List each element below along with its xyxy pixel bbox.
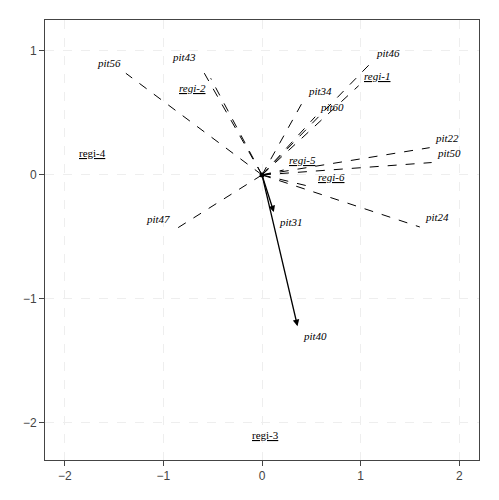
svg-text:pit47: pit47 xyxy=(146,213,170,225)
svg-text:pit24: pit24 xyxy=(425,211,449,223)
svg-text:pit46: pit46 xyxy=(376,47,400,59)
svg-text:regi-3: regi-3 xyxy=(252,429,279,441)
svg-text:pit40: pit40 xyxy=(303,330,327,342)
svg-text:0: 0 xyxy=(30,168,37,182)
svg-text:pit34: pit34 xyxy=(308,85,332,97)
svg-text:1: 1 xyxy=(357,469,364,483)
svg-text:pit22: pit22 xyxy=(435,132,459,144)
svg-text:pit50: pit50 xyxy=(437,147,461,159)
svg-text:regi-4: regi-4 xyxy=(79,147,106,159)
svg-text:pit43: pit43 xyxy=(172,51,196,63)
svg-text:regi-6: regi-6 xyxy=(318,171,345,183)
svg-text:0: 0 xyxy=(259,469,266,483)
svg-text:−1: −1 xyxy=(23,292,37,306)
svg-text:−1: −1 xyxy=(157,469,171,483)
svg-text:regi-1: regi-1 xyxy=(364,70,390,82)
svg-text:2: 2 xyxy=(456,469,463,483)
svg-text:regi-5: regi-5 xyxy=(289,154,316,166)
svg-text:pit31: pit31 xyxy=(279,216,303,228)
svg-text:pit56: pit56 xyxy=(97,57,121,69)
svg-text:−2: −2 xyxy=(23,416,37,430)
svg-text:pit60: pit60 xyxy=(320,101,344,113)
svg-text:regi-2: regi-2 xyxy=(179,82,206,94)
svg-text:−2: −2 xyxy=(58,469,72,483)
svg-text:1: 1 xyxy=(30,44,37,58)
